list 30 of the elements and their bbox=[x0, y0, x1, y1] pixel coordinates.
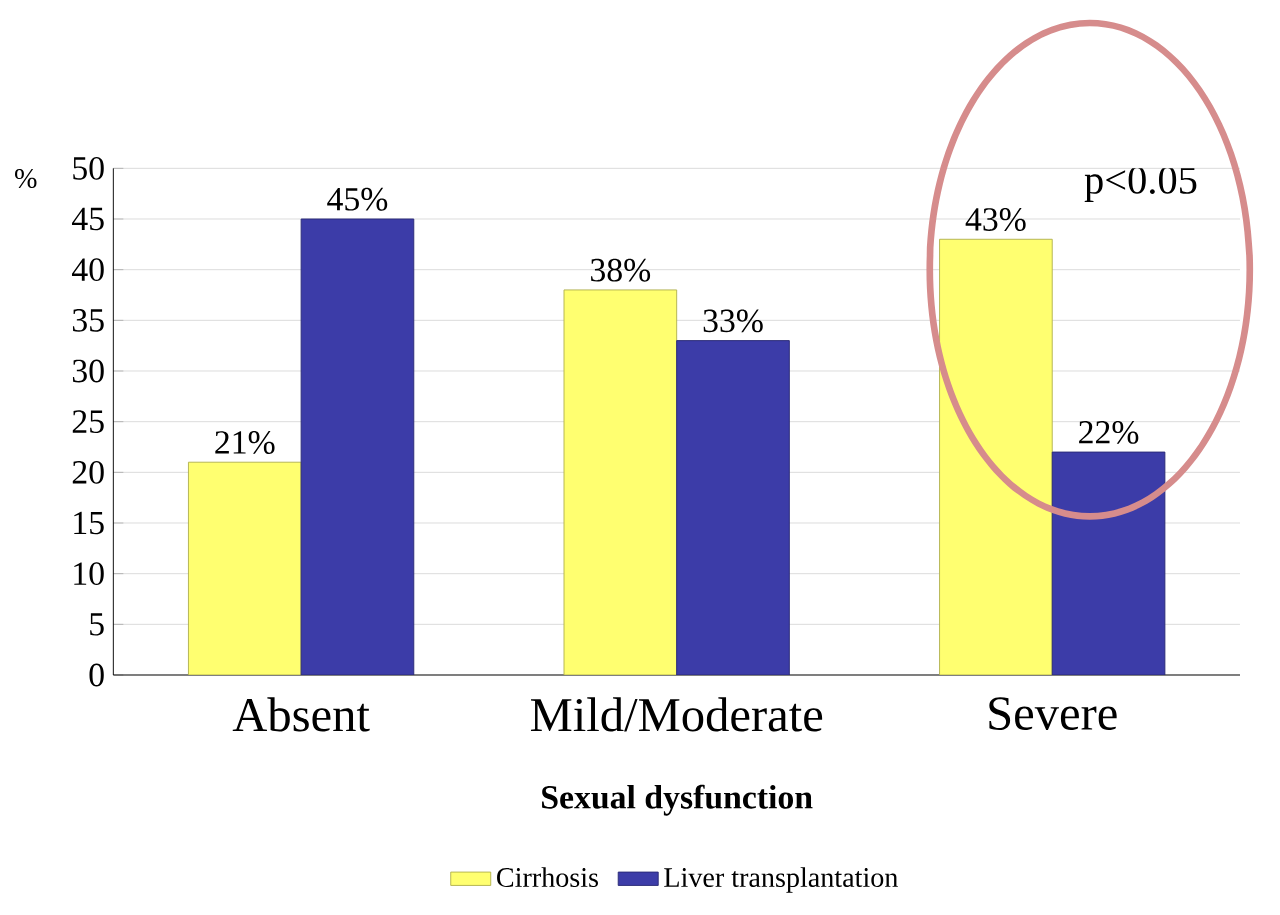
bar bbox=[300, 218, 415, 675]
data-label: 22% bbox=[1079, 420, 1139, 444]
annotation: p<0.05 bbox=[1084, 166, 1197, 203]
y-tick-label: 0 bbox=[89, 663, 104, 687]
bar bbox=[1051, 451, 1166, 675]
y-tick-label: 50 bbox=[73, 156, 104, 180]
y-tick-label: 30 bbox=[72, 359, 104, 383]
y-tick-label: 25 bbox=[72, 410, 104, 434]
y-tick-label: 45 bbox=[71, 207, 104, 231]
y-tick-label: 10 bbox=[74, 562, 104, 586]
x-tick-label: Severe bbox=[989, 697, 1117, 730]
y-tick-label: 15 bbox=[74, 511, 104, 535]
data-label: 38% bbox=[591, 258, 651, 282]
y-tick-label: 20 bbox=[72, 460, 104, 484]
x-tick-label: Absent bbox=[232, 697, 370, 732]
legend-label: Cirrhosis bbox=[497, 867, 598, 888]
data-label: 21% bbox=[215, 431, 275, 454]
y-tick-label: 40 bbox=[71, 258, 104, 282]
bar bbox=[563, 289, 678, 675]
data-label: 43% bbox=[965, 208, 1026, 231]
x-tick-label: Mild/Moderate bbox=[530, 697, 823, 732]
x-axis-title: Sexual dysfunction bbox=[542, 784, 813, 816]
y-tick-label: 35 bbox=[72, 309, 104, 332]
y-tick-label: 5 bbox=[90, 613, 104, 636]
bar bbox=[187, 461, 302, 675]
bar bbox=[676, 340, 790, 675]
legend-label: Liver transplantation bbox=[664, 867, 898, 893]
data-label: 45% bbox=[327, 187, 388, 211]
data-label: 33% bbox=[703, 309, 763, 333]
y-axis-title: % bbox=[15, 168, 37, 189]
